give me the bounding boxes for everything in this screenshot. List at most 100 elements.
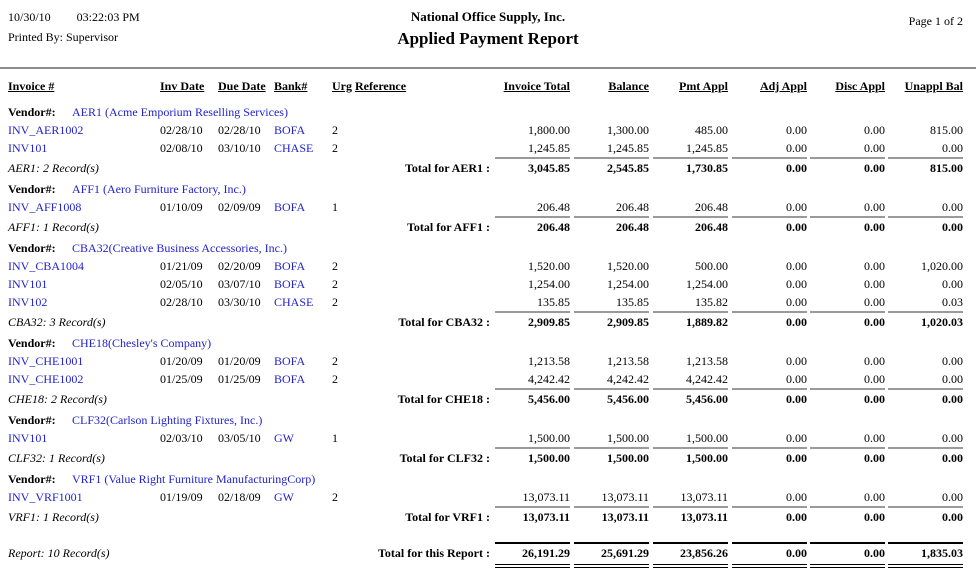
unappl-bal-cell: 1,020.00 [921, 259, 963, 273]
group-record-count: VRF1: 1 Record(s) [8, 510, 99, 524]
col-header-invoice: Invoice # [8, 79, 55, 93]
group-total-value: 0.00 [807, 506, 885, 526]
group-total-label-cell: AER1: 2 Record(s) Total for AER1 : [8, 157, 490, 177]
vendor-name-link[interactable]: CLF32(Carlson Lighting Fixtures, Inc.) [72, 413, 263, 427]
balance-cell: 1,300.00 [607, 123, 649, 137]
invoice-link[interactable]: INV101 [8, 277, 48, 291]
group-total-row: CLF32: 1 Record(s) Total for CLF32 :1,500… [8, 447, 963, 467]
balance-cell: 135.85 [616, 295, 649, 309]
vendor-header-row: Vendor#: CHE18(Chesley's Company) [8, 334, 963, 352]
unappl-bal-cell: 0.00 [942, 277, 963, 291]
adj-appl-cell: 0.00 [786, 295, 807, 309]
bank-link[interactable]: BOFA [274, 354, 306, 368]
bank-link[interactable]: BOFA [274, 277, 306, 291]
invoice-total-cell: 1,800.00 [528, 123, 570, 137]
due-date-cell: 02/18/09 [218, 490, 261, 504]
vendor-name-link[interactable]: VRF1 (Value Right Furniture Manufacturin… [72, 472, 316, 486]
inv-date-cell: 01/20/09 [160, 354, 203, 368]
bank-link[interactable]: BOFA [274, 372, 306, 386]
inv-date-cell: 01/19/09 [160, 490, 203, 504]
pmt-appl-cell: 4,242.42 [686, 372, 728, 386]
urg-cell: 2 [332, 490, 338, 504]
group-total-value: 206.48 [570, 216, 649, 236]
report-total-balance: 25,691.29 [570, 542, 649, 562]
double-underline [810, 564, 885, 568]
group-record-count: AER1: 2 Record(s) [8, 161, 99, 175]
bank-link[interactable]: GW [274, 431, 294, 445]
group-total-value: 2,909.85 [570, 311, 649, 331]
report-total-label-cell: Report: 10 Record(s) Total for this Repo… [8, 542, 490, 562]
group-total-value: 5,456.00 [649, 388, 728, 408]
invoice-link[interactable]: INV_CBA1004 [8, 259, 85, 273]
double-underline [495, 564, 570, 568]
vendor-group: Vendor#: AFF1 (Aero Furniture Factory, In… [8, 180, 963, 236]
disc-appl-cell: 0.00 [864, 277, 885, 291]
invoice-row: INV_CHE1002 01/25/09 01/25/09 BOFA 2 4,242.42… [8, 370, 963, 388]
report-date: 10/30/10 [8, 10, 51, 24]
invoice-link[interactable]: INV_CHE1002 [8, 372, 84, 386]
group-total-row: AER1: 2 Record(s) Total for AER1 :3,045.8… [8, 157, 963, 177]
vendor-header-row: Vendor#: CBA32(Creative Business Accessor… [8, 239, 963, 257]
group-total-label: Total for AER1 : [404, 161, 490, 175]
vendor-name-link[interactable]: CBA32(Creative Business Accessories, Inc… [72, 241, 287, 255]
reference-cell [355, 139, 415, 157]
group-total-value: 2,909.85 [490, 311, 570, 331]
invoice-row: INV102 02/28/10 03/30/10 CHASE 2 135.85 135.85… [8, 293, 963, 311]
group-total-row: AFF1: 1 Record(s) Total for AFF1 :206.48 2… [8, 216, 963, 236]
vendor-name-link[interactable]: AER1 (Acme Emporium Reselling Services) [72, 105, 288, 119]
reference-cell [355, 257, 415, 275]
due-date-cell: 03/10/10 [218, 141, 261, 155]
reference-cell [355, 488, 415, 506]
invoice-link[interactable]: INV101 [8, 141, 48, 155]
bank-link[interactable]: CHASE [274, 295, 314, 309]
report-total-unappl-bal: 1,835.03 [885, 542, 963, 562]
invoice-link[interactable]: INV102 [8, 295, 48, 309]
balance-cell: 1,245.85 [607, 141, 649, 155]
col-header-reference: Reference [355, 79, 407, 93]
invoice-link[interactable]: INV_VRF1001 [8, 490, 83, 504]
col-header-invoice-total: Invoice Total [503, 79, 570, 93]
urg-cell: 2 [332, 123, 338, 137]
group-total-value: 0.00 [807, 447, 885, 467]
double-underline [574, 564, 649, 568]
group-total-value: 0.00 [728, 506, 807, 526]
group-total-value: 1,500.00 [649, 447, 728, 467]
vendor-name-link[interactable]: AFF1 (Aero Furniture Factory, Inc.) [72, 182, 246, 196]
adj-appl-cell: 0.00 [786, 431, 807, 445]
group-total-value: 0.00 [807, 157, 885, 177]
group-record-count: CHE18: 2 Record(s) [8, 392, 107, 406]
due-date-cell: 03/07/10 [218, 277, 261, 291]
vendor-name-link[interactable]: CHE18(Chesley's Company) [72, 336, 212, 350]
bank-link[interactable]: BOFA [274, 123, 306, 137]
invoice-total-cell: 1,245.85 [528, 141, 570, 155]
group-total-value: 5,456.00 [570, 388, 649, 408]
pmt-appl-cell: 485.00 [695, 123, 728, 137]
adj-appl-cell: 0.00 [786, 490, 807, 504]
report-total-disc-appl: 0.00 [807, 542, 885, 562]
invoice-total-cell: 4,242.42 [528, 372, 570, 386]
bank-link[interactable]: BOFA [274, 200, 306, 214]
group-record-count: AFF1: 1 Record(s) [8, 220, 99, 234]
invoice-link[interactable]: INV_CHE1001 [8, 354, 84, 368]
bank-link[interactable]: GW [274, 490, 294, 504]
reference-cell [355, 198, 415, 216]
group-total-value: 0.00 [728, 388, 807, 408]
bank-link[interactable]: CHASE [274, 141, 314, 155]
invoice-link[interactable]: INV101 [8, 431, 48, 445]
invoice-link[interactable]: INV_AFF1008 [8, 200, 82, 214]
col-header-due-date: Due Date [218, 79, 266, 93]
vendor-group: Vendor#: CBA32(Creative Business Accessor… [8, 239, 963, 331]
vendor-header-row: Vendor#: AFF1 (Aero Furniture Factory, In… [8, 180, 963, 198]
group-record-count: CLF32: 1 Record(s) [8, 451, 105, 465]
due-date-cell: 02/28/10 [218, 123, 261, 137]
group-total-value: 3,045.85 [490, 157, 570, 177]
invoice-link[interactable]: INV_AER1002 [8, 123, 84, 137]
bank-link[interactable]: BOFA [274, 259, 306, 273]
header-datetime: 10/30/10 03:22:03 PM [8, 10, 140, 25]
double-underline-row [8, 564, 963, 568]
disc-appl-cell: 0.00 [864, 141, 885, 155]
group-total-value: 2,545.85 [570, 157, 649, 177]
unappl-bal-cell: 0.00 [942, 354, 963, 368]
report-total-adj-appl: 0.00 [728, 542, 807, 562]
